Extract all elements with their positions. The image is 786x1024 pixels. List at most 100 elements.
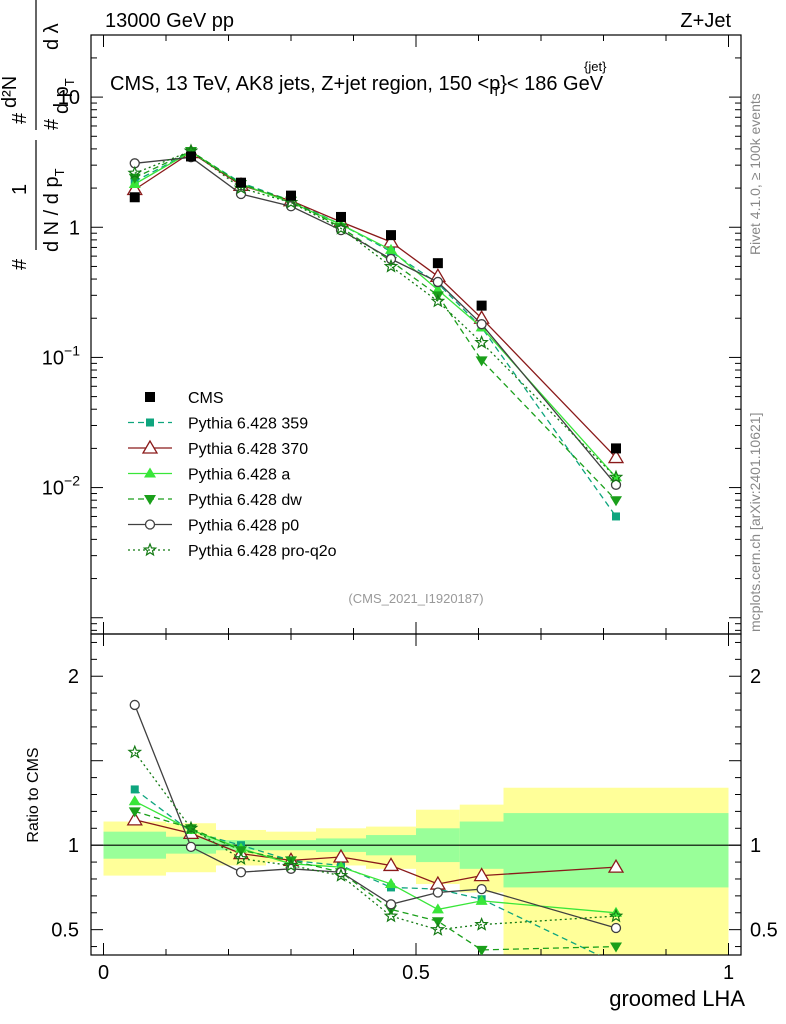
ylabel-dpt: d pT [51,78,77,114]
ratio-point [385,899,397,910]
mcplots-label: mcplots.cern.ch [arXiv:2401.10621] [747,413,763,632]
ratio-point [608,908,624,923]
legend-label: Pythia 6.428 p0 [188,518,299,535]
main-point [475,356,488,367]
plot-title-sub: T [492,84,500,99]
legend-marker [144,519,156,530]
ratio-point [430,922,446,936]
legend-label-cms: CMS [188,390,224,407]
ratio-point [473,867,490,882]
main-point [127,165,143,180]
main-ytick-label: 1 [69,217,80,239]
analysis-id: (CMS_2021_I1920187) [348,591,483,606]
ratio-series [126,699,625,967]
main-point [430,293,446,308]
ratio-ytick-label-right: 1 [750,835,761,857]
main-ytick-label: 10−1 [42,342,80,369]
x-axis-label: groomed LHA [609,986,745,1011]
plot-title-tail: }< 186 GeV [500,73,604,95]
legend-label: Pythia 6.428 pro-q2o [188,543,337,560]
plot-title: CMS, 13 TeV, AK8 jets, Z+jet region, 150… [110,73,604,99]
ratio-point [126,811,143,826]
ratio-ytick-label: 1 [68,835,79,857]
legend-label: Pythia 6.428 dw [188,492,302,509]
ylabel-d2n: d²N [0,76,21,108]
plot-title-sup: {jet} [584,59,607,74]
ratio-band-stat [503,813,729,888]
plot-title-main: CMS, 13 TeV, AK8 jets, Z+jet region, 150… [110,73,500,95]
ratio-point [130,785,139,794]
ylabel-hash-den: # [41,118,63,130]
ratio-point [612,959,620,967]
main-ytick-base: 10 [58,87,80,109]
main-point [383,258,399,273]
header-process: Z+Jet [680,10,731,32]
data-point-cms [476,300,487,311]
main-point [607,449,625,464]
main-point [610,496,622,507]
main-ytick-base: 10 [42,478,64,500]
legend-label: Pythia 6.428 370 [188,441,308,458]
ratio-ylabel: Ratio to CMS [25,747,42,842]
main-series [126,143,625,521]
ratio-point [183,820,199,835]
x-tick-label: 0 [98,962,109,984]
main-point [432,276,444,288]
main-point [608,469,624,484]
ratio-ytick-label-right: 2 [750,666,761,688]
legend: CMS Pythia 6.428 359 Pythia 6.428 370 Pythi… [128,390,337,560]
legend-label: Pythia 6.428 a [188,467,290,484]
ylabel-one: 1 [9,184,31,195]
ratio-point [335,867,347,878]
data-point-cms [129,192,140,203]
main-ytick-exp: −2 [64,473,80,489]
ratio-point [385,878,397,889]
main-point [612,512,620,521]
ratio-ytick-label: 2 [68,666,79,688]
ratio-point [475,894,488,905]
ratio-point [610,922,622,934]
main-line-pythia-6-428-370 [134,151,617,459]
data-point-cms [186,151,196,162]
ratio-point [283,857,299,872]
legend-marker-cms [145,392,155,402]
ratio-ytick-label-right: 0.5 [750,920,778,942]
ratio-point [129,699,140,711]
main-ytick-base: 1 [69,217,80,239]
ratio-ytick-label: 0.5 [51,920,79,942]
ratio-point [235,867,247,878]
x-tick-label: 0.5 [402,962,430,984]
ratio-bands [103,787,729,955]
legend-marker [141,439,159,454]
main-ytick-label: 10 [58,87,80,109]
main-ylabel: # 1 d N / d pT # d²N # d pT d λ [0,0,77,270]
ratio-point [185,841,197,853]
ratio-point [474,916,489,931]
legend-marker [142,542,158,557]
data-point-cms [386,230,396,241]
main-ytick-base: 10 [42,347,64,369]
data-point-cms [236,177,246,188]
main-line-pythia-6-428-359 [134,151,617,517]
ratio-point [475,945,488,955]
x-tick-label: 1 [723,962,734,984]
main-ytick-label: 10−2 [42,473,80,500]
ratio-point [607,858,625,873]
ratio-point [128,795,141,806]
ratio-point [127,744,143,759]
data-point-cms [336,211,346,222]
data-point-cms [432,258,443,269]
ratio-panel: 0 0.5 1 2 2 1 1 0.5 0.5 [51,633,778,984]
main-point [476,319,487,330]
ratio-point [383,908,399,923]
ratio-point [285,856,297,867]
legend-marker [144,495,156,505]
legend-marker [146,418,154,427]
main-point [385,243,397,254]
ylabel-hash-left: # [9,258,31,270]
main-point [333,220,349,235]
ylabel-hash-num: # [9,112,31,124]
header-energy: 13000 GeV pp [105,10,234,32]
